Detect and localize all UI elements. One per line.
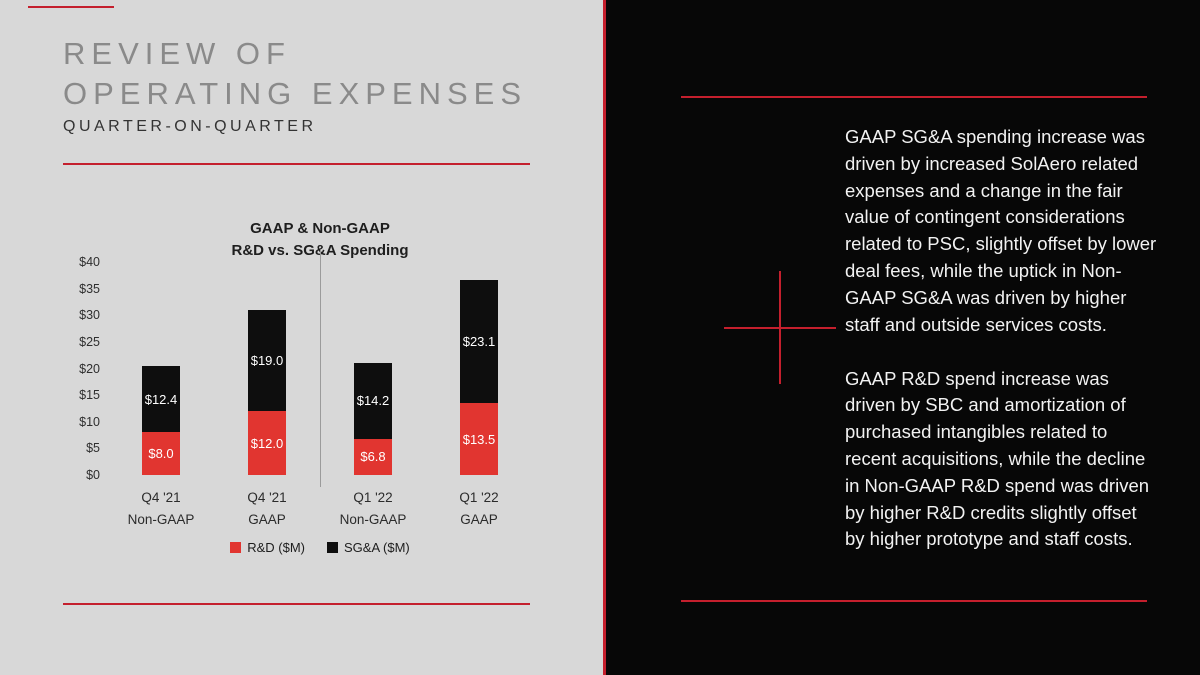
x-category-label: Q4 '21 GAAP — [247, 490, 287, 527]
bar-value-label: $6.8 — [360, 449, 386, 465]
right-bottom-rule — [681, 600, 1147, 602]
bar-group: $12.0 $19.0 — [214, 262, 320, 475]
legend-swatch — [327, 542, 339, 553]
y-tick-label: $35 — [79, 281, 100, 296]
stacked-bar: $8.0 $12.4 — [142, 366, 180, 475]
bar-segment: $13.5 — [460, 403, 498, 475]
legend-swatch — [230, 542, 242, 553]
right-panel: GAAP SG&A spending increase was driven b… — [606, 0, 1200, 675]
bar-value-label: $19.0 — [250, 353, 284, 369]
bar-segment: $14.2 — [354, 363, 392, 439]
y-tick-label: $25 — [79, 334, 100, 349]
chart-title-line-1: GAAP & Non-GAAP — [250, 220, 390, 237]
commentary-paragraph-1: GAAP SG&A spending increase was driven b… — [845, 126, 1157, 335]
y-tick-label: $5 — [86, 441, 100, 456]
plot-slots: $8.0 $12.4 $12.0 $19.0 $6.8 $14.2 $13.5 $23.1 — [108, 262, 532, 475]
bar-group: $6.8 $14.2 — [320, 262, 426, 475]
page-subtitle: QUARTER-ON-QUARTER — [63, 118, 317, 135]
stacked-bar: $12.0 $19.0 — [248, 309, 286, 475]
title-line-1: REVIEW OF — [63, 36, 291, 71]
right-top-rule — [681, 96, 1147, 98]
y-tick-label: $20 — [79, 361, 100, 376]
y-axis: $0 $5 $10 $15 $20 $25 $30 $35 $40 — [54, 255, 100, 482]
y-tick-label: $15 — [79, 388, 100, 403]
stacked-bar: $13.5 $23.1 — [460, 280, 498, 475]
bar-value-label: $12.4 — [144, 391, 178, 407]
x-category-label: Q1 '22 GAAP — [459, 490, 499, 527]
commentary-paragraph-2: GAAP R&D spend increase was driven by SB… — [845, 367, 1150, 550]
chart-legend: R&D ($M) SG&A ($M) — [108, 540, 532, 555]
legend-item: R&D ($M) — [230, 540, 305, 555]
y-tick-label: $40 — [79, 255, 100, 269]
bar-segment: $12.0 — [248, 411, 286, 475]
commentary-text: GAAP SG&A spending increase was driven b… — [845, 124, 1157, 553]
legend-label: SG&A ($M) — [344, 540, 410, 555]
left-panel: REVIEW OF OPERATING EXPENSES QUARTER-ON-… — [28, 6, 532, 605]
bar-segment: $6.8 — [354, 438, 392, 475]
chart-plot-area: $0 $5 $10 $15 $20 $25 $30 $35 $40 $8.0 $12.4 $12.0… — [79, 250, 532, 487]
left-bottom-rule — [63, 603, 530, 605]
top-accent-line — [28, 6, 114, 8]
x-category-label: Q1 '22 Non-GAAP — [339, 490, 407, 527]
chart-middle-divider — [320, 250, 321, 487]
y-tick-label: $30 — [79, 308, 100, 323]
legend-item: SG&A ($M) — [327, 540, 410, 555]
legend-label: R&D ($M) — [247, 540, 306, 555]
crosshair-icon — [724, 327, 836, 329]
left-top-rule — [63, 163, 530, 165]
bar-segment: $23.1 — [460, 280, 498, 404]
y-tick-label: $10 — [79, 414, 100, 429]
bar-value-label: $13.5 — [462, 431, 496, 447]
bar-segment: $19.0 — [248, 309, 286, 412]
stacked-bar: $6.8 $14.2 — [354, 363, 392, 475]
x-category-label: Q4 '21 Non-GAAP — [127, 490, 195, 527]
y-tick-label: $0 — [86, 468, 100, 482]
bar-group: $13.5 $23.1 — [426, 262, 532, 475]
bar-value-label: $8.0 — [148, 446, 174, 462]
bar-segment: $8.0 — [142, 432, 180, 475]
bar-value-label: $14.2 — [356, 393, 390, 409]
bar-group: $8.0 $12.4 — [108, 262, 214, 475]
bar-value-label: $12.0 — [250, 435, 284, 451]
bar-segment: $12.4 — [142, 366, 180, 433]
bar-value-label: $23.1 — [462, 334, 496, 350]
title-line-2: OPERATING EXPENSES — [63, 76, 528, 112]
page-title: REVIEW OF OPERATING EXPENSES — [63, 34, 527, 115]
x-axis: Q4 '21 Non-GAAP Q4 '21 GAAP Q1 '22 Non-GAAP Q1… — [108, 487, 532, 530]
panel-divider-line — [603, 0, 606, 675]
